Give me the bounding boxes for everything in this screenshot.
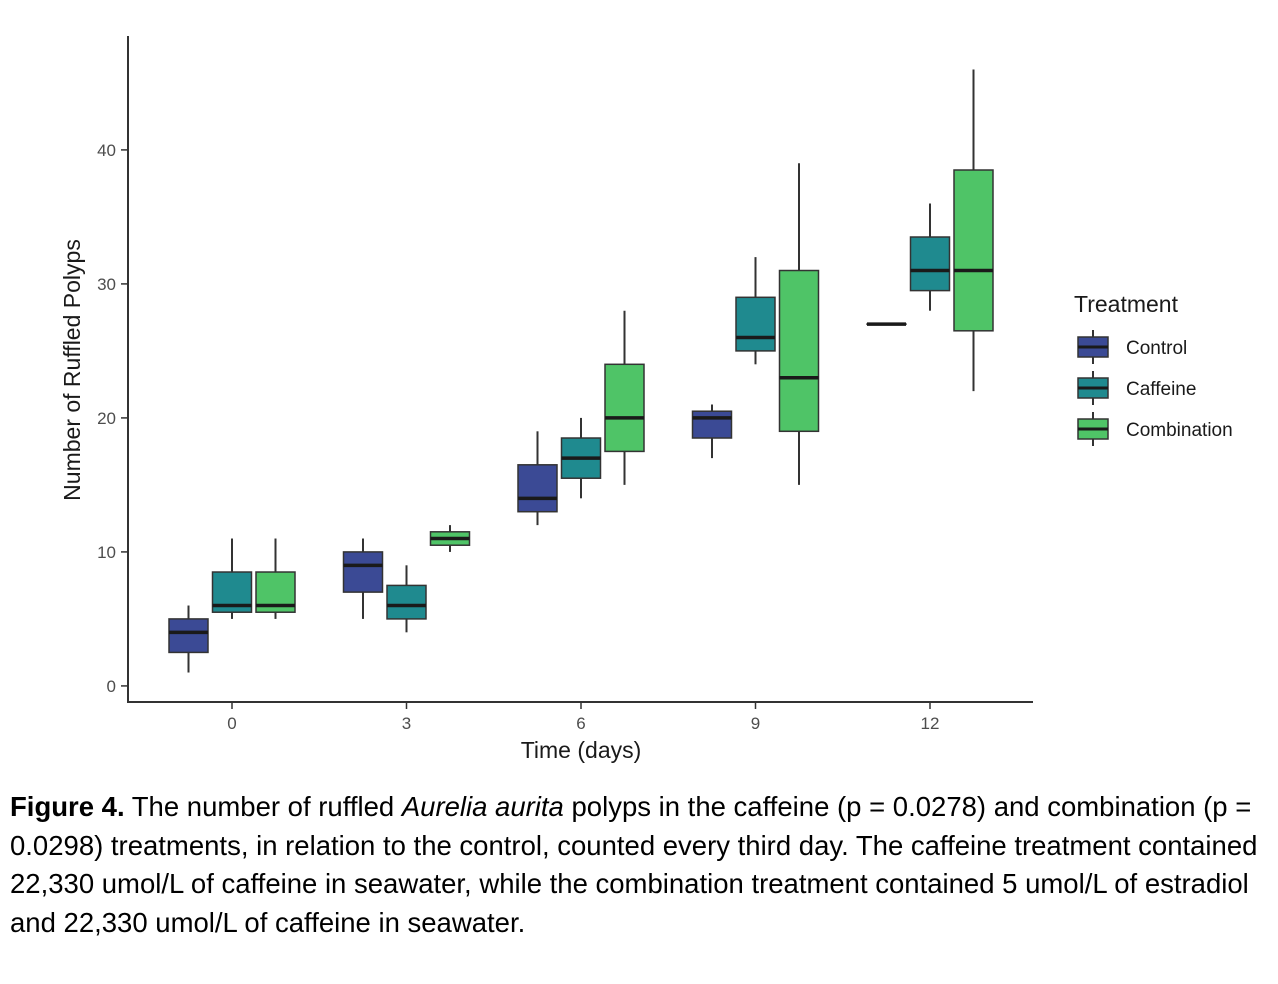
y-tick-label: 40 (97, 141, 116, 160)
y-tick-label: 20 (97, 409, 116, 428)
box-combination-day-12 (953, 69, 994, 392)
figure-caption: Figure 4. The number of ruffled Aurelia … (10, 788, 1260, 942)
legend: Treatment Control Caffeine Combination (1074, 291, 1233, 446)
box-combination-day-0 (255, 538, 296, 619)
box-plot-series (168, 69, 994, 673)
legend-label: Combination (1126, 420, 1233, 441)
box-body (953, 169, 994, 332)
box-caffeine-day-0 (211, 538, 253, 619)
box-body (386, 584, 427, 620)
x-axis-title: Time (days) (521, 737, 642, 763)
x-tick-label: 3 (402, 714, 411, 733)
x-tick-label: 9 (751, 714, 760, 733)
x-tick-label: 0 (227, 714, 236, 733)
caption-text-part2: polyps in the caffeine (p = 0.0278) and … (10, 791, 1258, 938)
box-combination-day-3 (429, 525, 471, 552)
legend-entry-combination: Combination (1077, 412, 1233, 446)
box-caffeine-day-3 (386, 565, 427, 633)
box-control-day-9 (691, 404, 733, 459)
box-body (691, 410, 733, 439)
y-axis-title: Number of Ruffled Polyps (59, 239, 85, 501)
box-combination-day-9 (778, 163, 820, 485)
box-control-day-6 (517, 431, 558, 526)
box-control-day-3 (342, 538, 384, 619)
box-body (342, 551, 384, 593)
x-tick-label: 6 (576, 714, 585, 733)
box-caffeine-day-12 (909, 203, 951, 311)
box-body (604, 363, 645, 453)
box-body (909, 236, 951, 292)
box-body (168, 618, 209, 654)
box-body (735, 296, 776, 352)
legend-title: Treatment (1074, 291, 1179, 317)
box-combination-day-6 (604, 310, 645, 485)
legend-entry-control: Control (1077, 330, 1187, 364)
caption-text-part1: The number of ruffled (124, 791, 402, 822)
y-tick-label: 10 (97, 543, 116, 562)
x-axis-ticks: 0 3 6 9 12 (227, 702, 939, 733)
box-caffeine-day-6 (560, 417, 602, 499)
caption-species-name: Aurelia aurita (401, 791, 564, 822)
legend-label: Control (1126, 338, 1187, 359)
caption-label: Figure 4. (10, 791, 125, 822)
box-body (778, 269, 820, 433)
y-tick-label: 30 (97, 275, 116, 294)
box-body (517, 464, 558, 513)
legend-entry-caffeine: Caffeine (1077, 371, 1196, 405)
box-plot-chart: 0 10 20 30 40 0 3 6 9 12 Time (days) Number of R… (59, 36, 1233, 763)
legend-label: Caffeine (1126, 379, 1196, 400)
box-caffeine-day-9 (735, 257, 776, 365)
y-axis-ticks: 0 10 20 30 40 (97, 141, 128, 696)
x-tick-label: 12 (921, 714, 940, 733)
box-control-day-0 (168, 605, 209, 673)
y-tick-label: 0 (107, 677, 116, 696)
